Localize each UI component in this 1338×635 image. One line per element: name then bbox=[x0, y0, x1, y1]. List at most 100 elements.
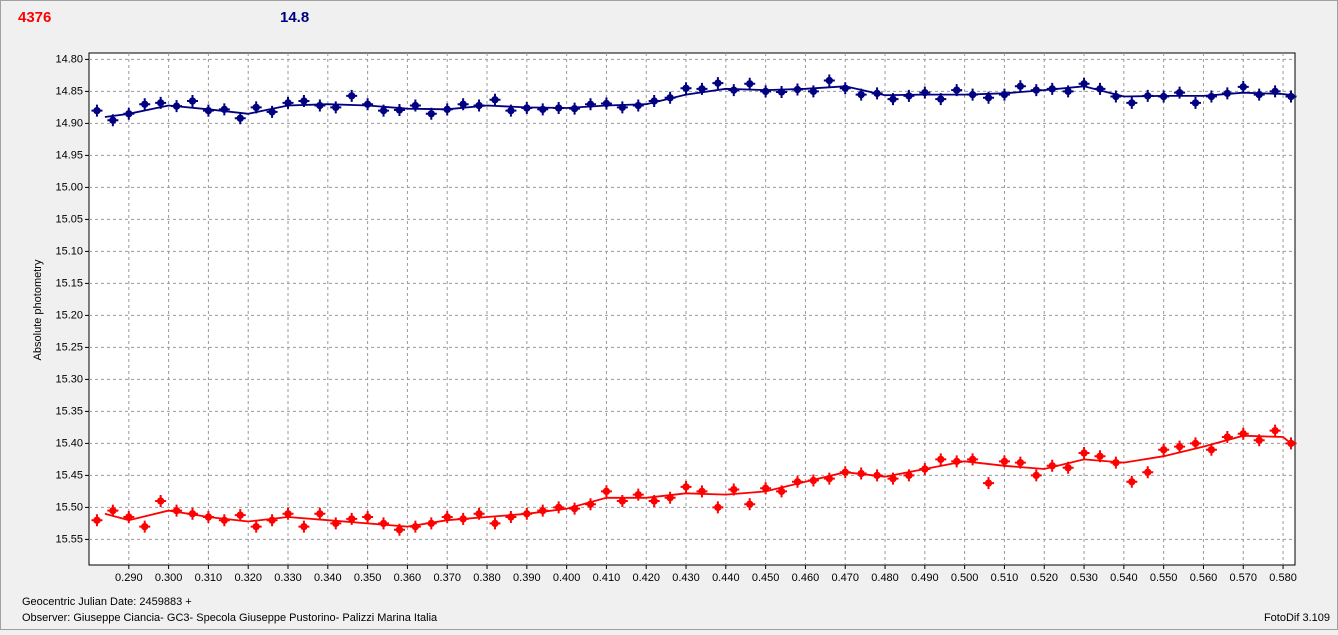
data-point bbox=[1158, 443, 1170, 456]
data-point bbox=[393, 103, 405, 116]
data-point bbox=[186, 507, 198, 520]
data-point bbox=[664, 91, 676, 104]
software: FotoDif 3.109 bbox=[1264, 612, 1330, 624]
data-point bbox=[935, 93, 947, 106]
data-point bbox=[202, 104, 214, 117]
x-tick-label: 0.450 bbox=[752, 572, 780, 584]
data-point bbox=[712, 501, 724, 514]
data-point bbox=[951, 84, 963, 97]
data-point bbox=[218, 103, 230, 116]
data-point bbox=[1030, 84, 1042, 97]
x-tick-label: 0.520 bbox=[1030, 572, 1058, 584]
y-tick-label: 15.35 bbox=[55, 405, 83, 417]
data-point bbox=[1110, 90, 1122, 103]
data-point bbox=[234, 509, 246, 522]
x-tick-label: 0.570 bbox=[1229, 572, 1257, 584]
data-point bbox=[314, 507, 326, 520]
data-point bbox=[887, 93, 899, 106]
data-point bbox=[155, 96, 167, 109]
x-tick-label: 0.480 bbox=[871, 572, 899, 584]
data-point bbox=[91, 104, 103, 117]
data-point bbox=[680, 82, 692, 95]
x-tick-label: 0.560 bbox=[1190, 572, 1218, 584]
data-point bbox=[346, 89, 358, 102]
y-tick-label: 15.55 bbox=[55, 533, 83, 545]
data-point bbox=[1189, 437, 1201, 450]
x-tick-label: 0.320 bbox=[234, 572, 262, 584]
y-tick-label: 14.80 bbox=[55, 53, 83, 65]
data-point bbox=[139, 98, 151, 111]
data-point bbox=[967, 453, 979, 466]
data-point bbox=[266, 514, 278, 527]
data-point bbox=[1014, 456, 1026, 469]
data-point bbox=[1094, 450, 1106, 463]
data-point bbox=[409, 99, 421, 112]
x-tick-label: 0.420 bbox=[632, 572, 660, 584]
data-point bbox=[839, 82, 851, 95]
data-point bbox=[1142, 466, 1154, 479]
y-tick-label: 15.30 bbox=[55, 373, 83, 385]
data-point bbox=[919, 463, 931, 475]
data-point bbox=[760, 482, 772, 495]
data-point bbox=[282, 507, 294, 520]
data-point bbox=[123, 107, 135, 120]
data-point bbox=[823, 74, 835, 87]
data-point bbox=[1205, 443, 1217, 456]
data-point bbox=[457, 512, 469, 525]
data-point bbox=[378, 517, 390, 530]
data-point bbox=[919, 86, 931, 99]
y-tick-label: 15.00 bbox=[55, 181, 83, 193]
data-point bbox=[330, 517, 342, 530]
data-point bbox=[1142, 89, 1154, 102]
x-tick-label: 0.360 bbox=[394, 572, 422, 584]
data-point bbox=[139, 520, 151, 533]
data-point bbox=[1046, 459, 1058, 472]
data-point bbox=[489, 93, 501, 106]
data-point bbox=[553, 102, 565, 115]
data-point bbox=[951, 455, 963, 468]
data-point bbox=[1253, 434, 1265, 447]
x-tick-label: 0.550 bbox=[1150, 572, 1178, 584]
data-point bbox=[839, 466, 851, 479]
data-point bbox=[1221, 431, 1233, 443]
data-point bbox=[728, 84, 740, 97]
data-point bbox=[664, 491, 676, 504]
data-point bbox=[998, 88, 1010, 101]
x-tick-label: 0.410 bbox=[593, 572, 621, 584]
data-point bbox=[807, 85, 819, 98]
data-point bbox=[998, 455, 1010, 468]
y-tick-label: 15.40 bbox=[55, 437, 83, 449]
series-label: 4376 bbox=[18, 9, 51, 26]
x-tick-label: 0.430 bbox=[672, 572, 700, 584]
data-point bbox=[1205, 90, 1217, 103]
y-tick-label: 15.10 bbox=[55, 245, 83, 257]
data-point bbox=[155, 495, 167, 507]
data-point bbox=[298, 95, 310, 107]
data-point bbox=[505, 104, 517, 117]
data-point bbox=[425, 517, 437, 530]
data-point bbox=[1110, 456, 1122, 469]
y-axis-label: Absolute photometry bbox=[32, 259, 44, 360]
data-point bbox=[330, 101, 342, 114]
data-point bbox=[967, 88, 979, 101]
data-point bbox=[171, 100, 183, 113]
data-point bbox=[250, 520, 262, 533]
y-tick-label: 15.20 bbox=[55, 309, 83, 321]
data-point bbox=[537, 103, 549, 116]
data-point bbox=[728, 483, 740, 496]
data-point bbox=[91, 514, 103, 527]
x-tick-label: 0.500 bbox=[951, 572, 979, 584]
data-point bbox=[425, 107, 437, 120]
data-point bbox=[1269, 85, 1281, 98]
data-point bbox=[983, 477, 995, 490]
data-point bbox=[1174, 440, 1186, 453]
data-point bbox=[250, 101, 262, 114]
data-point bbox=[298, 520, 310, 533]
data-point bbox=[569, 502, 581, 515]
data-point bbox=[648, 95, 660, 107]
y-tick-label: 14.90 bbox=[55, 117, 83, 129]
data-point bbox=[712, 77, 724, 90]
data-point bbox=[600, 97, 612, 110]
data-point bbox=[1221, 87, 1233, 100]
y-tick-label: 14.95 bbox=[55, 149, 83, 161]
